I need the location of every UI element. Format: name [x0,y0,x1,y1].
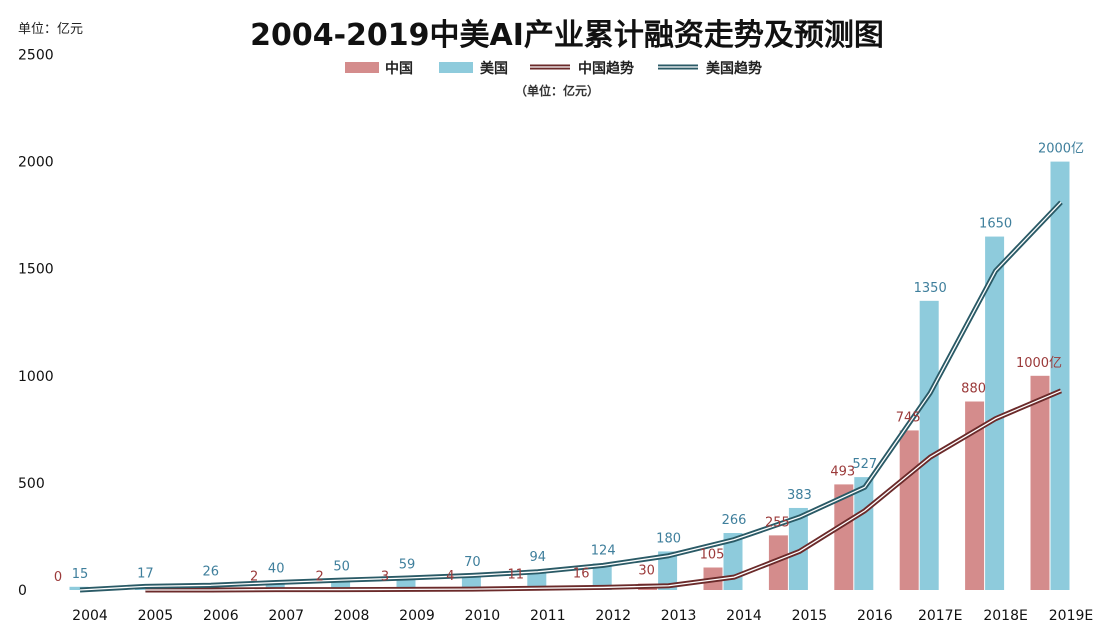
x-tick-label: 2018E [983,608,1027,624]
data-label-usa: 50 [333,559,350,574]
data-label-china: 745 [896,410,921,425]
y-tick-label: 1500 [18,262,54,278]
bar-usa [658,551,678,590]
data-label-usa: 383 [787,488,812,503]
bar-china [768,535,788,590]
x-tick-label: 2015 [792,608,828,624]
bar-usa [985,236,1005,590]
data-label-usa: 15 [72,567,89,582]
data-label-usa: 17 [137,566,154,581]
bar-usa [854,477,874,590]
data-label-usa: 26 [203,564,220,579]
data-label-usa: 94 [530,550,547,565]
data-label-usa: 1650 [979,217,1012,232]
bar-usa [919,300,939,590]
trend-line-china-highlight [145,390,1062,591]
data-label-usa: 40 [268,561,285,576]
bar-usa [69,586,89,590]
x-tick-label: 2010 [465,608,501,624]
data-label-usa: 2000亿 [1038,142,1084,157]
bar-usa [461,575,481,590]
data-label-china: 30 [638,564,655,579]
unit-label: 单位：亿元 [18,22,83,37]
bar-usa [592,563,612,590]
plot-area: 0 500 1000 1500 2000 2500 0 15 17 26 2 40 2 50 3 59 4 70 1… [18,48,1093,625]
bar-china [899,430,919,590]
data-label-usa: 266 [722,513,747,528]
data-label-china: 255 [765,515,790,530]
data-label-china: 2 [250,570,258,585]
data-label-china: 105 [700,548,725,563]
data-label-usa: 124 [591,543,616,558]
y-tick-label: 2500 [18,48,54,64]
data-label-china: 493 [830,464,855,479]
data-label-china: 2 [315,570,323,585]
bar-china [1030,375,1050,590]
legend-label-usa-trend: 美国趋势 [706,60,762,77]
legend-label-china-trend: 中国趋势 [578,60,634,77]
x-tick-label: 2019E [1049,608,1093,624]
data-label-usa: 527 [852,457,877,472]
legend-label-china: 中国 [385,60,413,77]
bar-usa [265,581,285,590]
x-tick-label: 2013 [661,608,697,624]
data-label-china: 0 [54,570,62,585]
data-label-china: 880 [961,382,986,397]
x-tick-label: 2005 [138,608,174,624]
x-tick-label: 2009 [399,608,435,624]
data-label-usa: 59 [399,557,416,572]
data-label-usa: 1350 [914,281,947,296]
legend-label-usa: 美国 [480,60,508,77]
data-label-china: 11 [508,568,525,583]
bar-usa [331,579,351,590]
data-label-usa: 180 [656,531,681,546]
x-tick-label: 2014 [726,608,762,624]
data-label-china: 4 [446,569,454,584]
data-label-china: 16 [573,567,590,582]
chart-title: 2004-2019中美AI产业累计融资走势及预测图 [250,18,884,53]
bar-usa [788,507,808,590]
bar-china [965,401,985,590]
legend-swatch-usa [439,62,473,73]
y-tick-label: 0 [18,583,27,599]
data-label-china: 3 [381,569,389,584]
subtitle-unit: （单位：亿元） [515,83,599,98]
bar-usa [527,569,547,590]
x-tick-label: 2004 [72,608,108,624]
x-tick-label: 2016 [857,608,893,624]
legend: 中国 美国 中国趋势 美国趋势 [345,60,762,77]
x-tick-label: 2011 [530,608,566,624]
data-label-usa: 70 [464,555,481,570]
x-tick-label: 2008 [334,608,370,624]
bar-china [834,484,854,590]
y-tick-label: 500 [18,476,45,492]
x-tick-label: 2007 [268,608,304,624]
x-tick-label: 2006 [203,608,239,624]
y-tick-label: 1000 [18,369,54,385]
trend-line-usa-highlight [79,201,1062,591]
x-tick-label: 2017E [918,608,962,624]
y-tick-label: 2000 [18,155,54,171]
data-label-china: 1000亿 [1016,356,1062,371]
legend-swatch-china [345,62,379,73]
x-tick-label: 2012 [595,608,631,624]
bar-usa [1050,161,1070,590]
